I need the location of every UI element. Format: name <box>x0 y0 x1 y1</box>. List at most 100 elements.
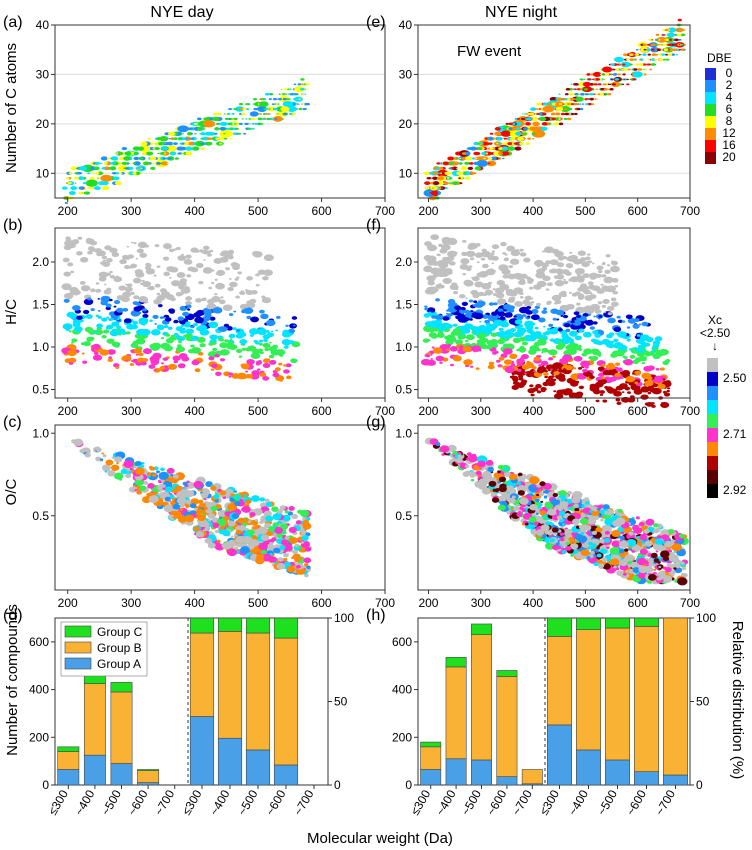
data-point <box>156 265 161 268</box>
data-point <box>560 118 563 120</box>
data-point <box>648 63 652 66</box>
data-point <box>78 252 82 254</box>
data-point <box>640 394 649 400</box>
data-point <box>228 333 236 339</box>
data-point <box>91 343 101 350</box>
data-point <box>548 535 552 538</box>
data-point <box>279 513 283 516</box>
data-point <box>269 359 277 365</box>
data-point <box>586 253 591 256</box>
data-point <box>171 280 181 287</box>
data-point <box>276 562 286 570</box>
data-point <box>275 349 286 356</box>
data-point <box>254 518 259 522</box>
data-point <box>177 344 182 348</box>
data-point <box>272 344 278 349</box>
data-point <box>470 478 475 482</box>
data-point <box>620 54 623 56</box>
data-point <box>135 166 141 170</box>
data-point <box>513 315 517 318</box>
data-point <box>200 123 203 125</box>
data-point <box>621 320 626 323</box>
data-point <box>238 107 243 111</box>
data-point <box>463 171 471 176</box>
data-point <box>661 53 666 56</box>
data-point <box>449 284 459 291</box>
data-point <box>93 166 100 171</box>
data-point <box>504 257 509 260</box>
data-point <box>450 363 454 367</box>
data-point <box>474 252 483 258</box>
data-point <box>101 255 108 260</box>
data-point <box>201 138 204 140</box>
data-point <box>293 93 296 95</box>
x-tick-label: 600 <box>312 404 332 418</box>
data-point <box>298 98 301 100</box>
data-point <box>77 172 82 175</box>
data-point <box>578 385 585 390</box>
data-point <box>300 87 305 91</box>
data-point <box>610 265 620 273</box>
data-point <box>503 137 507 140</box>
data-point <box>485 142 490 145</box>
x-tick-label: 300 <box>471 204 491 218</box>
data-point <box>165 333 171 337</box>
data-point <box>113 305 117 308</box>
data-point <box>185 151 193 156</box>
data-point <box>508 127 513 131</box>
data-point <box>150 166 156 170</box>
data-point <box>200 298 205 302</box>
data-point <box>305 83 310 86</box>
data-point <box>275 315 281 319</box>
panel-label: (c) <box>3 414 22 431</box>
data-point <box>643 73 647 76</box>
data-point <box>228 277 232 280</box>
data-point <box>299 509 310 518</box>
data-point <box>634 347 640 352</box>
data-point <box>490 339 498 345</box>
data-point <box>561 549 567 554</box>
data-point <box>640 54 643 56</box>
data-point <box>275 329 279 332</box>
data-point <box>642 358 647 362</box>
data-point <box>124 151 132 156</box>
data-point <box>154 147 160 151</box>
data-point <box>225 267 231 271</box>
data-point <box>618 64 621 66</box>
data-point <box>607 88 611 90</box>
data-point <box>574 88 577 90</box>
data-point <box>592 351 599 356</box>
data-point <box>235 529 242 535</box>
data-point <box>228 372 234 376</box>
data-point <box>564 112 569 116</box>
data-point <box>629 354 636 359</box>
data-point <box>270 330 274 333</box>
data-point <box>212 307 223 314</box>
data-point <box>438 166 444 170</box>
data-point <box>552 355 556 358</box>
data-point <box>610 260 619 266</box>
data-point <box>95 314 100 318</box>
data-point <box>497 470 501 474</box>
data-point <box>258 342 263 346</box>
data-point <box>432 171 438 175</box>
data-point <box>138 156 144 160</box>
data-point <box>572 367 577 370</box>
data-point <box>642 63 647 66</box>
data-point <box>157 304 163 308</box>
data-point <box>185 328 194 335</box>
data-point <box>117 151 124 156</box>
data-point <box>464 309 470 314</box>
data-point <box>468 265 473 268</box>
data-point <box>97 309 101 312</box>
data-point <box>163 271 171 277</box>
data-point <box>243 132 247 135</box>
data-point <box>225 508 230 512</box>
data-point <box>602 66 613 73</box>
data-point <box>153 369 157 372</box>
data-point <box>194 132 197 135</box>
data-point <box>616 401 622 406</box>
data-point <box>207 518 212 522</box>
data-point <box>658 348 669 356</box>
data-point <box>277 118 280 120</box>
